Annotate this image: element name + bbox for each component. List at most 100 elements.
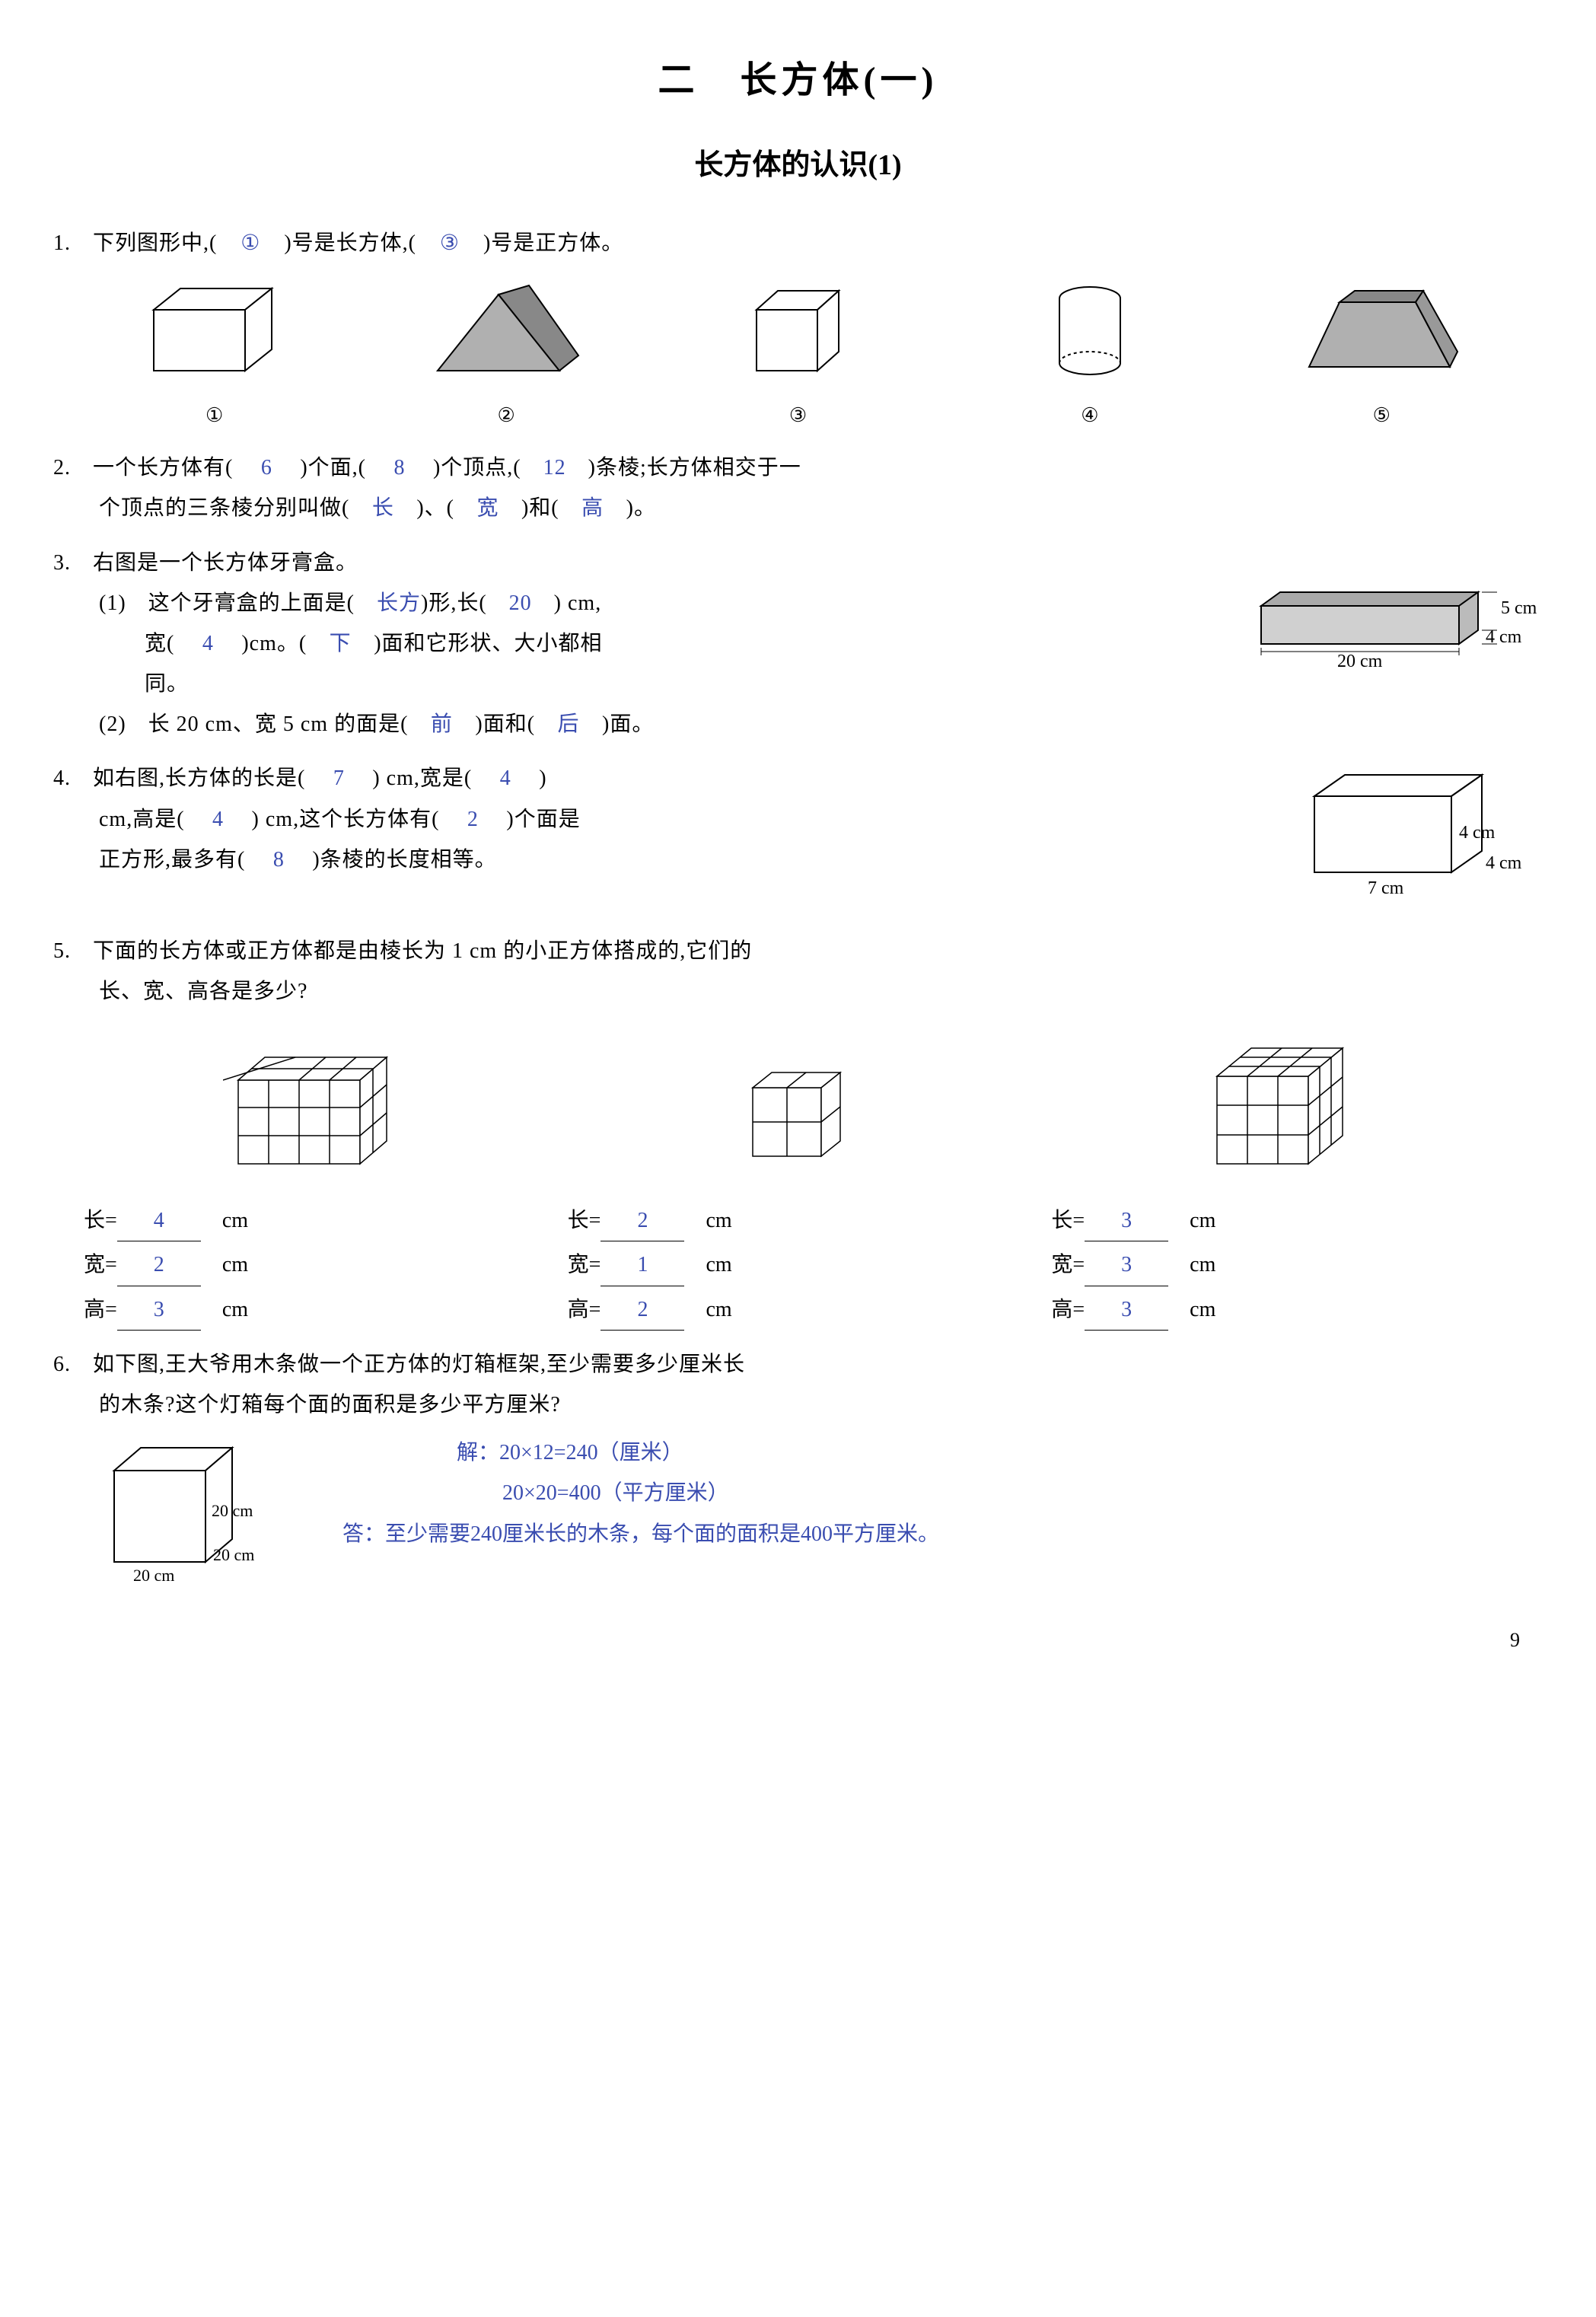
q5-figures <box>84 1034 1512 1185</box>
shape-4-label: ④ <box>951 397 1228 434</box>
q1-text-b: )号是长方体,( <box>262 231 438 255</box>
shape-5-label: ⑤ <box>1244 397 1520 434</box>
q6-sol1: 20×12=240（厘米） <box>499 1441 683 1464</box>
unit-cubes-1-icon <box>223 1034 406 1171</box>
hei-lbl: 高= <box>568 1298 601 1321</box>
q3-p2: (2) 长 20 cm、宽 5 cm 的面是( 前 )面和( 后 )面。 <box>53 704 1543 744</box>
q4-l2b: ) cm,这个长方体有( <box>230 808 462 831</box>
q5-s1-hei: 高=3 cm <box>84 1289 545 1331</box>
q3-ans4: 下 <box>329 623 352 664</box>
dim-7cm: 7 cm <box>1368 878 1404 898</box>
q3-p1-l3: 同。 <box>53 664 1238 704</box>
q5-s2-w-val: 1 <box>600 1245 684 1286</box>
unit: cm <box>1190 1209 1215 1232</box>
question-4: 4. 如右图,长方体的长是( 7 ) cm,宽是( 4 ) cm,高是( 4 )… <box>53 758 1543 916</box>
q5-s2-hei: 高=2 cm <box>568 1289 1029 1331</box>
q2-d: )条棱;长方体相交于一 <box>566 456 801 480</box>
q3-p2a: (2) 长 20 cm、宽 5 cm 的面是( <box>99 712 430 736</box>
q3-ans1: 长方 <box>377 591 421 615</box>
q4-l3b: )条棱的长度相等。 <box>290 848 496 872</box>
q1-text-a: 1. 下列图形中,( <box>53 231 239 255</box>
q5-s1-l-val: 4 <box>117 1200 201 1241</box>
q2-l2b: )、( <box>394 496 476 520</box>
q3-p1-l2: 宽( 4 )cm。( 下 )面和它形状、大小都相 <box>53 623 1238 664</box>
shape-5: ⑤ <box>1244 279 1520 435</box>
q3-l2c: )面和它形状、大小都相 <box>352 632 602 655</box>
q3-p1a: (1) 这个牙膏盒的上面是( <box>99 591 377 615</box>
dim-h: 5 cm <box>1501 598 1537 618</box>
wid-lbl: 宽= <box>568 1253 601 1276</box>
q5-l2: 长、宽、高各是多少? <box>53 971 1543 1012</box>
q1-text-c: )号是正方体。 <box>461 231 623 255</box>
q6-ans-text: 至少需要240厘米长的木条，每个面的面积是400平方厘米。 <box>385 1522 939 1546</box>
len-lbl: 长= <box>1051 1209 1085 1232</box>
q2-l2c: )和( <box>499 496 581 520</box>
q2-a: 2. 一个长方体有( <box>53 456 255 480</box>
q4-l1a: 4. 如右图,长方体的长是( <box>53 766 327 790</box>
q2-ans5: 宽 <box>476 488 499 528</box>
hei-lbl: 高= <box>84 1298 117 1321</box>
shape-3-label: ③ <box>660 397 936 434</box>
q2-line2: 个顶点的三条棱分别叫做( 长 )、( 宽 )和( 高 )。 <box>53 488 1543 528</box>
q3-p2c: )面。 <box>580 712 654 736</box>
question-5: 5. 下面的长方体或正方体都是由棱长为 1 cm 的小正方体搭成的,它们的 长、… <box>53 931 1543 1331</box>
q1-ans1: ① <box>239 223 262 263</box>
shape-1: ① <box>76 279 352 435</box>
toothpaste-box-icon: 5 cm 4 cm 20 cm <box>1254 583 1543 674</box>
q5-l1: 5. 下面的长方体或正方体都是由棱长为 1 cm 的小正方体搭成的,它们的 <box>53 931 1543 971</box>
q4-ans5: 8 <box>267 840 290 880</box>
shape-2: ② <box>368 279 644 435</box>
q6-l1: 6. 如下图,王大爷用木条做一个正方体的灯箱框架,至少需要多少厘米长 <box>53 1344 1543 1385</box>
dim-20w: 20 cm <box>213 1545 254 1564</box>
q6-figure: 20 cm 20 cm 20 cm <box>99 1433 312 1598</box>
q2-ans4: 长 <box>371 488 394 528</box>
question-3: 3. 右图是一个长方体牙膏盒。 (1) 这个牙膏盒的上面是( 长方)形,长( 2… <box>53 543 1543 745</box>
toothpaste-figure: 5 cm 4 cm 20 cm <box>1254 583 1543 688</box>
dim-w: 4 cm <box>1486 627 1522 647</box>
unit-cubes-3-icon <box>1198 1034 1365 1171</box>
unit: cm <box>222 1298 248 1321</box>
unit: cm <box>222 1209 248 1232</box>
q6-l2: 的木条?这个灯箱每个面的面积是多少平方厘米? <box>53 1385 1543 1425</box>
q5-wid-row: 宽=2 cm 宽=1 cm 宽=3 cm <box>84 1245 1512 1286</box>
unit: cm <box>706 1209 731 1232</box>
q2-line1: 2. 一个长方体有( 6 )个面,( 8 )个顶点,( 12 )条棱;长方体相交… <box>53 448 1543 488</box>
shape-3: ③ <box>660 279 936 435</box>
cylinder-icon <box>1044 279 1136 378</box>
q5-fig-2 <box>568 1034 1029 1185</box>
dim-20h: 20 cm <box>212 1501 253 1520</box>
q5-s1-wid: 宽=2 cm <box>84 1245 545 1286</box>
q5-fig-3 <box>1051 1034 1512 1185</box>
q4-l1b: ) cm,宽是( <box>350 766 494 790</box>
unit: cm <box>1190 1298 1215 1321</box>
q5-hei-row: 高=3 cm 高=2 cm 高=3 cm <box>84 1289 1512 1331</box>
q4-ans1: 7 <box>327 758 350 798</box>
q4-figure: 4 cm 4 cm 7 cm <box>1299 766 1543 916</box>
unit: cm <box>706 1298 731 1321</box>
q5-s1-w-val: 2 <box>117 1245 201 1286</box>
unit-cubes-2-icon <box>730 1034 867 1171</box>
len-lbl: 长= <box>568 1209 601 1232</box>
q3-p2b: )面和( <box>453 712 557 736</box>
q5-s2-h-val: 2 <box>600 1289 684 1331</box>
question-1: 1. 下列图形中,( ① )号是长方体,( ③ )号是正方体。 ① ② ③ <box>53 223 1543 434</box>
q4-l2c: )个面是 <box>484 808 580 831</box>
q5-s3-w-val: 3 <box>1085 1245 1168 1286</box>
q3-header: 3. 右图是一个长方体牙膏盒。 <box>53 543 1543 583</box>
q2-ans6: 高 <box>581 488 604 528</box>
unit: cm <box>222 1253 248 1276</box>
dim-4cm-w: 4 cm <box>1486 853 1522 873</box>
unit: cm <box>706 1253 731 1276</box>
q4-l3: 正方形,最多有( 8 )条棱的长度相等。 <box>53 840 1276 880</box>
q4-ans3: 4 <box>207 799 230 840</box>
q5-s3-h-val: 3 <box>1085 1289 1168 1331</box>
shape-2-label: ② <box>368 397 644 434</box>
q3-ans5: 前 <box>430 704 453 744</box>
q3-p1b: )形,长( <box>421 591 509 615</box>
q3-p1-l1: (1) 这个牙膏盒的上面是( 长方)形,长( 20 ) cm, <box>53 583 1238 623</box>
wid-lbl: 宽= <box>84 1253 117 1276</box>
q4-l1: 4. 如右图,长方体的长是( 7 ) cm,宽是( 4 ) <box>53 758 1276 798</box>
q2-ans1: 6 <box>255 448 278 488</box>
q5-len-row: 长=4 cm 长=2 cm 长=3 cm <box>84 1200 1512 1241</box>
q3-ans6: 后 <box>557 704 580 744</box>
